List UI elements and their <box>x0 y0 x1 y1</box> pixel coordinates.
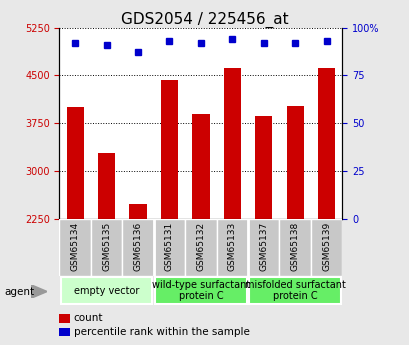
Text: GSM65131: GSM65131 <box>164 222 173 271</box>
Bar <box>310 219 342 276</box>
Text: GDS2054 / 225456_at: GDS2054 / 225456_at <box>121 12 288 28</box>
Bar <box>185 219 216 276</box>
Text: empty vector: empty vector <box>74 286 139 296</box>
Text: wild-type surfactant
protein C: wild-type surfactant protein C <box>151 280 249 302</box>
Text: misfolded surfactant
protein C: misfolded surfactant protein C <box>244 280 345 302</box>
Text: GSM65134: GSM65134 <box>70 222 79 271</box>
Text: GSM65135: GSM65135 <box>102 222 111 271</box>
Bar <box>59 219 91 276</box>
Bar <box>317 68 335 219</box>
Bar <box>129 204 146 219</box>
Bar <box>153 219 185 276</box>
Bar <box>66 107 83 219</box>
Text: percentile rank within the sample: percentile rank within the sample <box>74 327 249 337</box>
Bar <box>216 219 247 276</box>
Bar <box>254 116 272 219</box>
Bar <box>249 277 340 304</box>
Text: GSM65139: GSM65139 <box>321 222 330 271</box>
Bar <box>155 277 246 304</box>
Bar <box>160 80 178 219</box>
Bar <box>286 106 303 219</box>
Text: count: count <box>74 313 103 323</box>
Bar <box>61 277 152 304</box>
Text: GSM65137: GSM65137 <box>258 222 267 271</box>
Bar <box>192 114 209 219</box>
Text: GSM65132: GSM65132 <box>196 222 205 271</box>
Bar <box>247 219 279 276</box>
Text: GSM65138: GSM65138 <box>290 222 299 271</box>
Polygon shape <box>31 285 47 298</box>
Bar <box>98 153 115 219</box>
Bar <box>279 219 310 276</box>
Text: GSM65133: GSM65133 <box>227 222 236 271</box>
Bar <box>223 68 240 219</box>
Text: agent: agent <box>4 287 34 296</box>
Bar <box>122 219 153 276</box>
Text: GSM65136: GSM65136 <box>133 222 142 271</box>
Bar <box>91 219 122 276</box>
